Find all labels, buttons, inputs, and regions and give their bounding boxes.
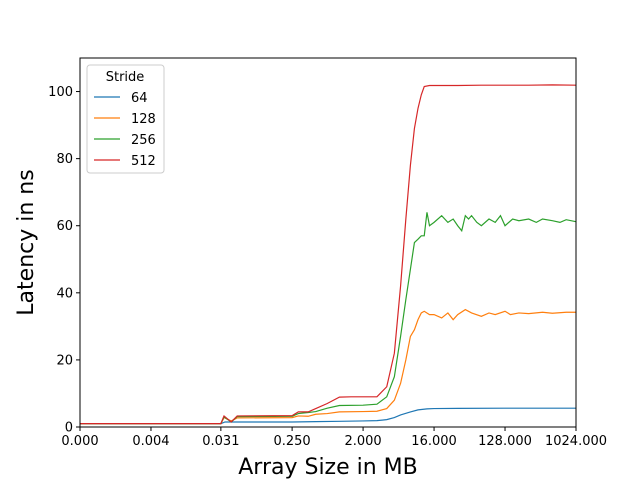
series-layer	[80, 84, 577, 425]
x-tick-label: 1024.000	[545, 434, 607, 449]
x-tick-label: 16.000	[411, 434, 457, 449]
series-line-128	[80, 308, 576, 425]
legend-title: Stride	[106, 70, 145, 85]
x-axis-label: Array Size in MB	[238, 455, 418, 480]
x-tick-label: 128.000	[478, 434, 532, 449]
legend: Stride 64 128 256 512	[86, 64, 165, 174]
legend-box	[86, 64, 165, 174]
legend-label-128: 128	[131, 112, 156, 127]
y-tick-label: 100	[48, 85, 73, 100]
y-axis-label: Latency in ns	[14, 169, 39, 315]
x-tick-label: 0.000	[61, 434, 98, 449]
y-tick-label: 20	[56, 353, 73, 368]
legend-label-256: 256	[131, 133, 156, 148]
legend-label-512: 512	[131, 154, 156, 169]
x-axis-ticks: 0.000 0.004 0.031 0.250 2.000 16.000 128.000 10…	[61, 427, 607, 449]
series-line-64	[80, 407, 576, 425]
x-tick-label: 0.250	[273, 434, 310, 449]
x-tick-label: 0.004	[132, 434, 169, 449]
series-line-256	[80, 212, 577, 425]
y-axis-ticks: 0 20 40 60 80 100	[48, 85, 80, 436]
y-tick-label: 40	[56, 286, 73, 301]
y-tick-label: 80	[56, 152, 73, 167]
x-tick-label: 2.000	[344, 434, 381, 449]
y-tick-label: 0	[65, 421, 73, 436]
x-tick-label: 0.031	[202, 434, 239, 449]
y-tick-label: 60	[56, 219, 73, 234]
plot-frame	[79, 57, 577, 428]
legend-label-64: 64	[131, 91, 148, 106]
series-line-512	[80, 84, 577, 425]
